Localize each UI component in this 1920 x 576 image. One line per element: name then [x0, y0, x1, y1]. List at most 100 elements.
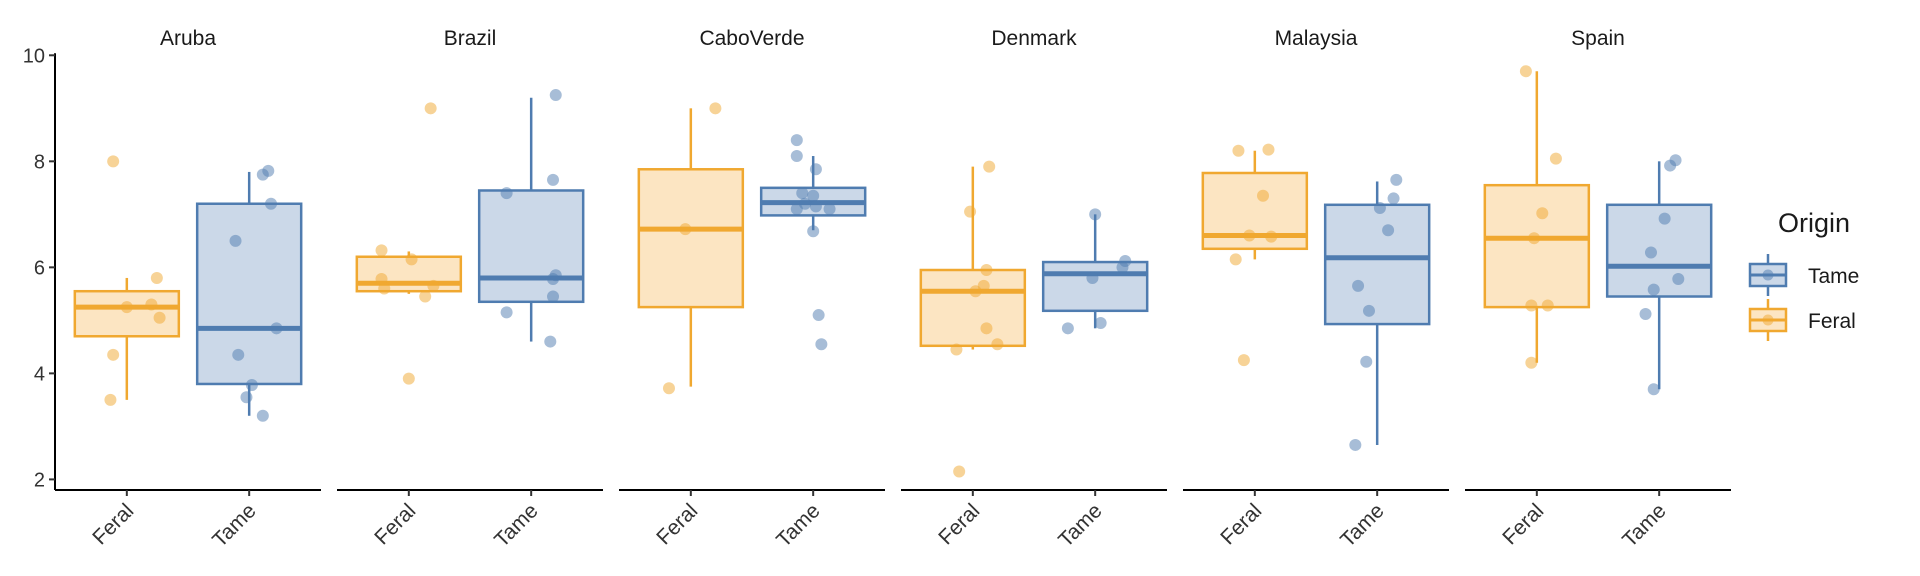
data-point — [1390, 173, 1403, 186]
x-category-label: Feral — [1498, 499, 1548, 549]
data-point — [1528, 232, 1541, 245]
data-point — [964, 205, 977, 218]
data-point — [1094, 317, 1107, 330]
data-point — [950, 343, 963, 356]
data-point — [120, 301, 133, 314]
box-tame — [195, 164, 303, 422]
data-point — [809, 163, 822, 176]
data-point — [1116, 261, 1129, 274]
x-category-label: Feral — [934, 499, 984, 549]
data-point — [809, 200, 822, 213]
legend: Origin Tame Feral — [1748, 208, 1859, 341]
data-point — [1089, 208, 1102, 221]
data-point — [796, 187, 809, 200]
x-category-label: Feral — [652, 499, 702, 549]
y-tick-label: 4 — [34, 363, 45, 385]
data-point — [1373, 201, 1386, 214]
data-point — [1262, 143, 1275, 156]
data-point — [232, 348, 245, 361]
data-point — [104, 393, 117, 406]
x-category-label: Tame — [208, 499, 261, 552]
data-point — [378, 282, 391, 295]
data-point — [402, 372, 415, 385]
legend-key-tame — [1748, 254, 1788, 296]
data-point — [662, 382, 675, 395]
data-point — [679, 223, 692, 236]
data-point — [427, 279, 440, 292]
legend-entry-label: Tame — [1808, 265, 1859, 288]
data-point — [1086, 271, 1099, 284]
data-point — [270, 322, 283, 335]
data-point — [107, 155, 120, 168]
data-point — [1243, 229, 1256, 242]
data-point — [1644, 246, 1657, 259]
data-point — [549, 89, 562, 102]
facet-panel-aruba: Aruba Feral Tame — [55, 27, 321, 552]
data-point — [1257, 189, 1270, 202]
x-category-label: Feral — [1216, 499, 1266, 549]
data-point — [1664, 159, 1677, 172]
box-feral — [637, 102, 745, 395]
x-category-label: Tame — [1336, 499, 1389, 552]
box-feral — [1201, 143, 1309, 367]
data-point — [245, 379, 258, 392]
box-tame — [1323, 173, 1431, 451]
y-tick-label: 2 — [34, 469, 45, 491]
data-point — [709, 102, 722, 115]
box-tame — [1605, 154, 1713, 396]
data-point — [145, 298, 158, 311]
x-category-label: Tame — [490, 499, 543, 552]
data-point — [544, 335, 557, 348]
legend-title: Origin — [1778, 208, 1850, 238]
data-point — [1061, 322, 1074, 335]
data-point — [815, 338, 828, 351]
data-point — [375, 244, 388, 257]
data-point — [790, 203, 803, 216]
box-tame — [759, 134, 867, 351]
data-point — [1349, 438, 1362, 451]
facet-panel-spain: Spain Feral Tame — [1465, 27, 1731, 552]
facet-panel-denmark: Denmark Feral Tame — [901, 27, 1167, 552]
data-point — [1232, 144, 1245, 157]
facet-panel-caboverde: CaboVerde Feral Tame — [619, 27, 885, 552]
data-point — [823, 203, 836, 216]
data-point — [1541, 299, 1554, 312]
data-point — [1387, 192, 1400, 205]
x-category-label: Tame — [1054, 499, 1107, 552]
y-tick-label: 10 — [23, 45, 45, 67]
box-tame — [1041, 208, 1149, 335]
box-iqr — [1041, 260, 1149, 313]
data-point — [1519, 65, 1532, 78]
data-point — [1229, 253, 1242, 266]
data-point — [790, 134, 803, 147]
data-point — [1525, 356, 1538, 369]
data-point — [1647, 283, 1660, 296]
data-point — [547, 290, 560, 303]
x-category-label: Tame — [772, 499, 825, 552]
data-point — [419, 290, 432, 303]
box-iqr — [637, 168, 745, 309]
legend-key-point — [1762, 269, 1774, 281]
data-point — [1362, 304, 1375, 317]
data-point — [107, 348, 120, 361]
data-point — [1658, 212, 1671, 225]
box-iqr — [195, 202, 303, 386]
data-point — [1549, 152, 1562, 165]
data-point — [500, 306, 513, 319]
data-point — [807, 225, 820, 238]
data-point — [1382, 224, 1395, 237]
data-point — [807, 189, 820, 202]
box-feral — [919, 160, 1027, 478]
data-point — [500, 187, 513, 200]
facet-strip-label: Aruba — [160, 27, 216, 50]
data-point — [256, 409, 269, 422]
box-iqr — [1483, 183, 1591, 309]
data-point — [991, 338, 1004, 351]
data-point — [1639, 308, 1652, 320]
legend-key-point — [1762, 314, 1774, 326]
data-point — [1237, 354, 1250, 367]
data-point — [547, 273, 560, 286]
data-point — [1672, 273, 1685, 286]
facet-strip-label: Denmark — [991, 27, 1077, 50]
